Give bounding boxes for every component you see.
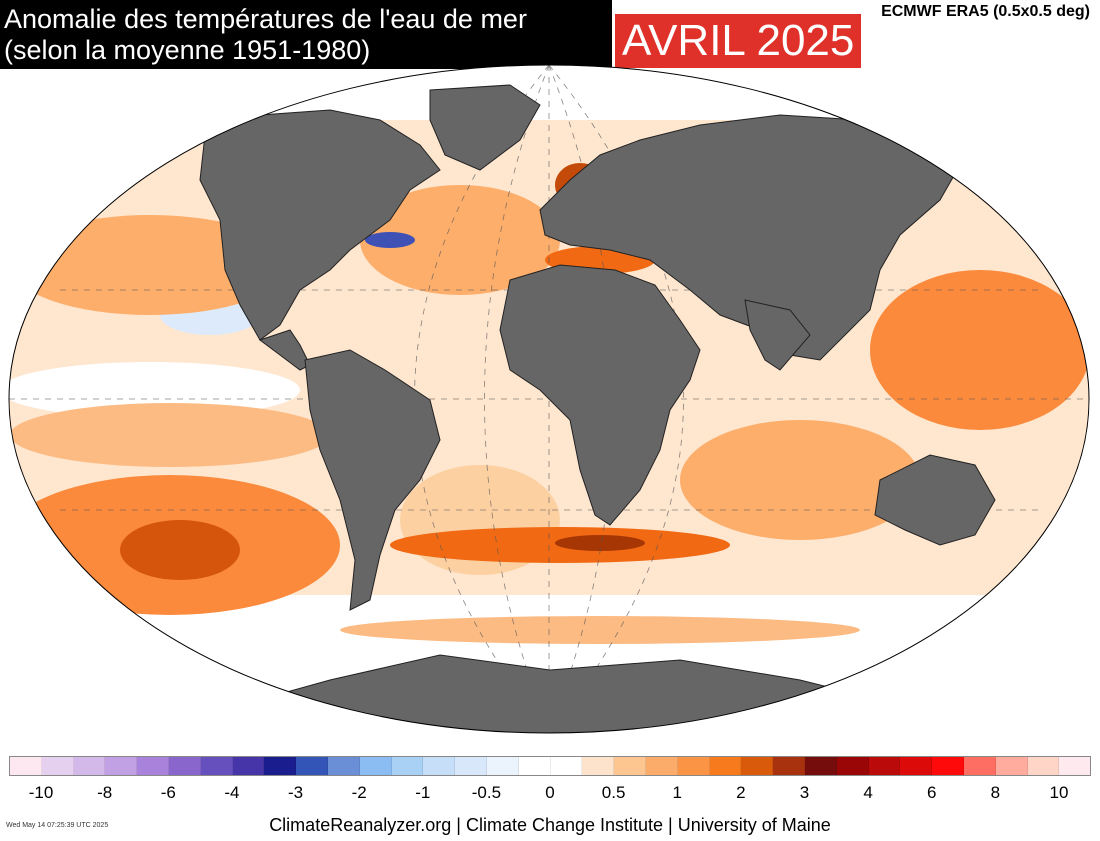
anomaly-warm-west-pacific: [870, 270, 1089, 430]
legend-tick-label: -3: [287, 783, 304, 802]
legend-swatch: [614, 757, 646, 775]
legend-swatch: [900, 757, 933, 775]
legend-swatch: [232, 757, 265, 775]
anomaly-extreme-south-atlantic: [555, 535, 645, 551]
legend-tick-label: -4: [224, 783, 240, 802]
legend-tick-label: -6: [160, 783, 176, 802]
legend-swatch: [391, 757, 424, 775]
timestamp: Wed May 14 07:25:39 UTC 2025: [6, 822, 109, 829]
legend-tick-labels: -10 -8 -6 -4 -3 -2 -1 -0.5 0 0.5 1 2 3 4 6 8 10: [0, 783, 1100, 805]
legend-swatch: [709, 757, 742, 775]
legend-swatch: [932, 757, 964, 775]
legend-swatch: [264, 757, 297, 775]
legend-tick-label: 3: [799, 783, 810, 802]
data-source-label: ECMWF ERA5 (0.5x0.5 deg): [881, 3, 1090, 20]
legend-tick-label: 6: [927, 783, 937, 802]
legend-swatch: [168, 757, 201, 775]
footer-credit: ClimateReanalyzer.org | Climate Change I…: [269, 815, 831, 835]
anomaly-hot-south-pacific: [120, 520, 240, 580]
landmass-australia: [874, 454, 996, 546]
landmass-eurasia: [539, 114, 961, 361]
map-title: Anomalie des températures de l'eau de me…: [4, 4, 527, 34]
legend-swatch: [868, 757, 901, 775]
legend-swatch: [773, 757, 805, 775]
legend-tick-label: 1: [672, 783, 682, 802]
anomaly-warm-indian-ocean: [680, 420, 920, 540]
legend-tick-label: -10: [28, 783, 54, 802]
legend-tick-label: -1: [415, 783, 431, 802]
anomaly-cool-gulf-stream: [365, 232, 415, 248]
legend-swatch: [804, 757, 837, 775]
legend-tick-label: 0.5: [601, 783, 626, 802]
legend-swatch: [550, 757, 583, 775]
legend-tick-label: 2: [736, 783, 746, 802]
legend-swatch: [963, 757, 996, 775]
legend-swatch: [1027, 757, 1060, 775]
legend-swatch: [1059, 757, 1091, 775]
legend-swatch: [518, 757, 551, 775]
legend-tick-label: 0: [545, 783, 555, 802]
legend-swatch: [137, 757, 169, 775]
land-layer: [198, 84, 996, 733]
landmass-north-america: [199, 109, 441, 341]
period-badge: AVRIL 2025: [615, 14, 862, 68]
landmass-africa: [499, 264, 701, 526]
landmass-south-america: [304, 349, 441, 611]
anomaly-warm-eq-pacific: [10, 403, 330, 467]
legend-tick-label: -8: [97, 783, 113, 802]
legend-tick-label: -2: [351, 783, 367, 802]
legend-tick-label: 10: [1049, 783, 1069, 802]
color-legend-bar: [9, 756, 1091, 776]
legend-swatch: [105, 757, 138, 775]
world-map: [8, 64, 1090, 734]
legend-swatch: [200, 757, 233, 775]
legend-swatch: [741, 757, 774, 775]
legend-tick-label: -0.5: [471, 783, 502, 802]
legend-swatch: [10, 757, 42, 775]
legend-swatch: [677, 757, 710, 775]
anomaly-cool-equatorial-pacific: [9, 362, 300, 418]
legend-swatch: [359, 757, 392, 775]
legend-swatch: [455, 757, 487, 775]
map-subtitle: (selon la moyenne 1951-1980): [4, 35, 371, 65]
globe-outline: [8, 64, 1090, 734]
legend-swatch: [486, 757, 519, 775]
anomaly-warm-southern-ocean: [340, 616, 860, 644]
anomaly-warm-north-atlantic: [360, 185, 560, 295]
legend-tick-label: 8: [990, 783, 1001, 802]
legend-swatch: [73, 757, 106, 775]
legend-swatch: [995, 757, 1028, 775]
legend-swatch: [836, 757, 869, 775]
legend-swatch: [423, 757, 456, 775]
legend-swatch: [645, 757, 678, 775]
title-block: Anomalie des températures de l'eau de me…: [0, 0, 612, 69]
landmass-indian-subcontinent: [744, 299, 811, 371]
landmass-greenland: [429, 84, 541, 171]
legend-swatch: [327, 757, 360, 775]
legend-swatch: [296, 757, 328, 775]
legend-swatch: [582, 757, 615, 775]
anomaly-cool-arctic-band: [9, 65, 1089, 120]
legend-swatch: [41, 757, 74, 775]
legend-tick-label: 4: [863, 783, 873, 802]
